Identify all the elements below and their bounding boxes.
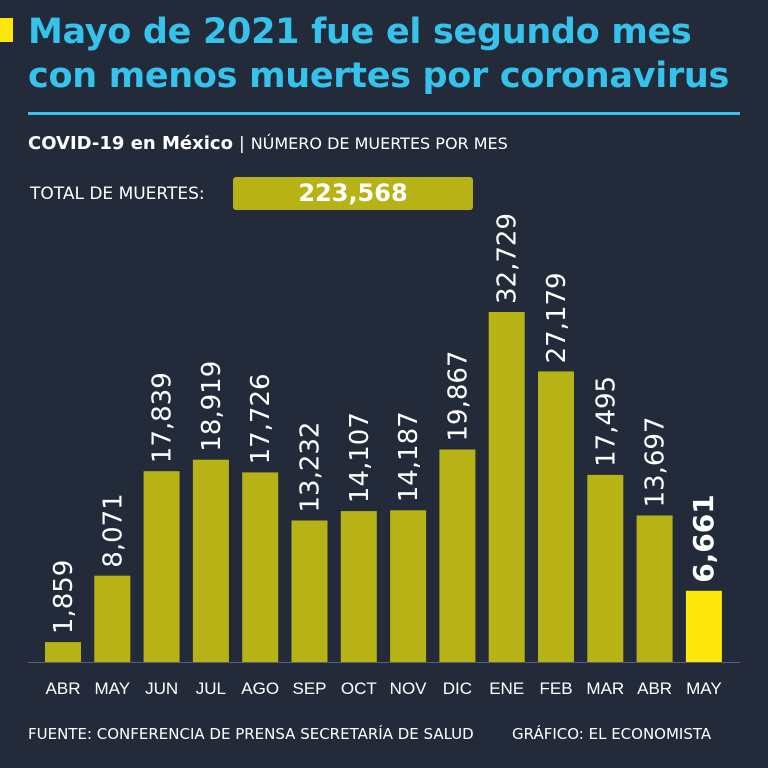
subtitle-measure: NÚMERO DE MUERTES POR MES	[250, 134, 508, 153]
accent-bar	[0, 18, 13, 42]
category-label-3: JUL	[196, 679, 226, 698]
bar-1	[94, 575, 131, 662]
bar-5	[291, 520, 328, 662]
value-label-2: 17,839	[148, 372, 178, 463]
value-label-4: 17,726	[246, 373, 276, 464]
category-label-0: ABR	[46, 679, 81, 698]
category-label-2: JUN	[145, 679, 178, 698]
title-divider	[28, 112, 740, 115]
bar-7	[390, 510, 427, 662]
category-label-1: MAY	[95, 679, 131, 698]
bar-4	[242, 472, 279, 662]
value-label-11: 17,495	[591, 376, 621, 467]
value-label-6: 14,107	[345, 412, 375, 503]
value-label-3: 18,919	[197, 361, 227, 452]
value-label-13: 6,661	[687, 494, 720, 583]
category-label-4: AGO	[241, 679, 279, 698]
value-label-1: 8,071	[98, 493, 128, 567]
category-label-11: MAR	[586, 679, 624, 698]
category-label-9: ENE	[489, 679, 524, 698]
headline-line-2: con menos muertes por coronavirus	[28, 56, 730, 96]
value-label-10: 27,179	[542, 272, 572, 363]
bar-2	[143, 471, 180, 662]
category-label-13: MAY	[686, 679, 722, 698]
chart-subtitle: COVID-19 en México | NÚMERO DE MUERTES POR…	[28, 133, 508, 154]
bar-8	[439, 449, 476, 662]
source-note: FUENTE: CONFERENCIA DE PRENSA SECRETARÍA…	[28, 725, 474, 743]
total-box: 223,568	[233, 177, 473, 210]
subtitle-separator: |	[238, 134, 245, 154]
value-label-5: 13,232	[296, 422, 326, 513]
category-label-5: SEP	[292, 679, 326, 698]
bar-13	[685, 590, 722, 662]
category-label-10: FEB	[539, 679, 572, 698]
subtitle-topic: COVID-19 en México	[28, 133, 233, 154]
value-label-8: 19,867	[443, 351, 473, 442]
bar-11	[587, 474, 624, 662]
total-label: TOTAL DE MUERTES:	[30, 184, 205, 204]
value-label-7: 14,187	[394, 411, 424, 502]
bar-6	[340, 511, 377, 662]
category-label-7: NOV	[390, 679, 428, 698]
value-label-9: 32,729	[493, 213, 523, 304]
bar-12	[636, 515, 673, 662]
headline-line-1: Mayo de 2021 fue el segundo mes	[28, 12, 692, 52]
credit-note: GRÁFICO: EL ECONOMISTA	[512, 725, 712, 743]
headline: Mayo de 2021 fue el segundo mes con meno…	[28, 10, 758, 98]
bar-0	[45, 642, 81, 662]
category-label-8: DIC	[443, 679, 472, 698]
category-label-12: ABR	[637, 679, 672, 698]
bar-9	[488, 312, 525, 662]
value-label-0: 1,859	[49, 560, 79, 634]
bar-3	[192, 459, 229, 662]
value-label-12: 13,697	[641, 417, 671, 508]
bar-10	[538, 371, 574, 662]
total-value: 223,568	[298, 179, 408, 207]
category-label-6: OCT	[341, 679, 377, 698]
